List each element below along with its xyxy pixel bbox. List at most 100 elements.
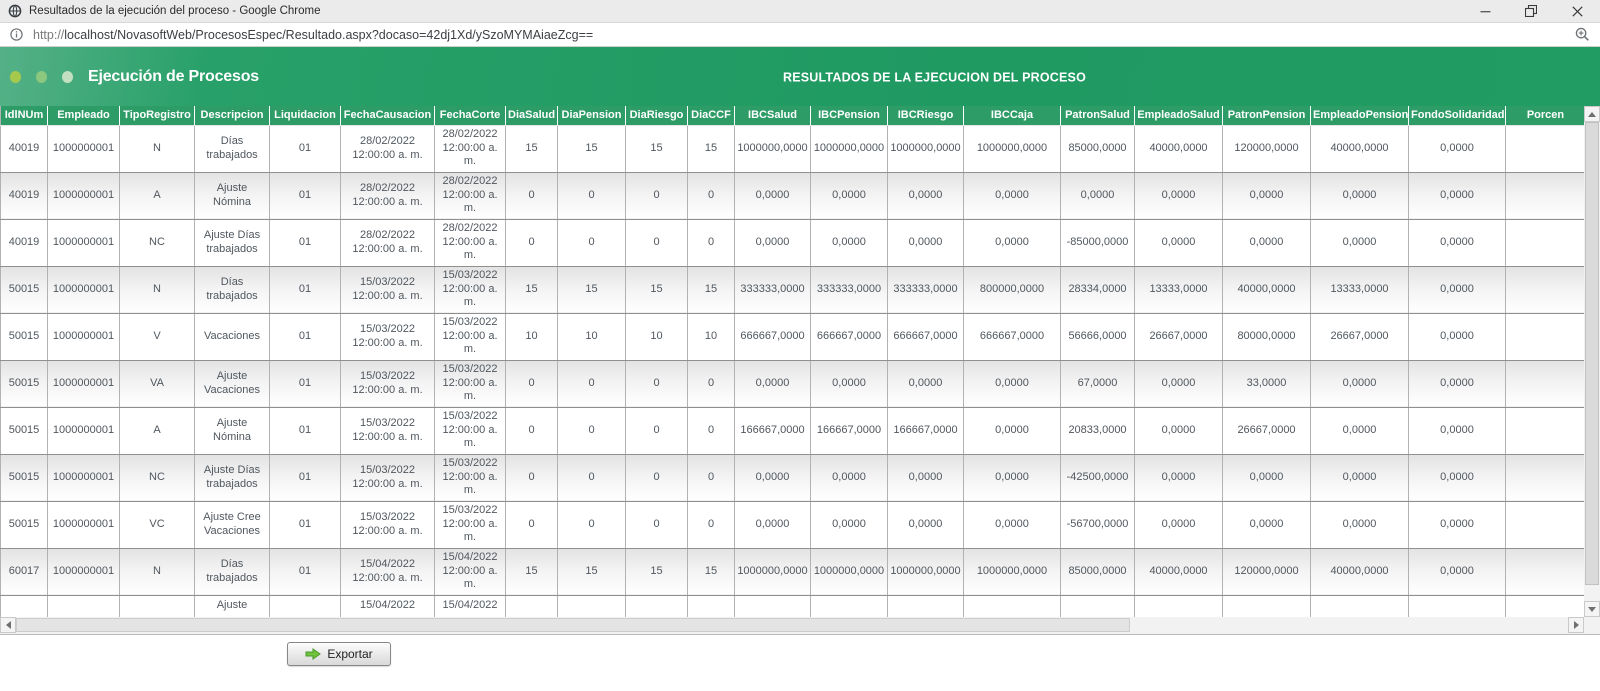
table-cell [1222,595,1311,617]
table-cell [119,595,195,617]
table-cell: 0,0000 [1408,407,1506,455]
table-cell: 40000,0000 [1310,125,1409,173]
table-cell [887,595,964,617]
table-cell: 0,0000 [1408,266,1506,314]
scroll-right-icon [1573,621,1579,629]
table-cell: 0,0000 [1134,172,1223,220]
column-header: PatronSalud [1060,106,1135,126]
horizontal-scrollbar[interactable] [0,617,1584,634]
table-cell: 0,0000 [810,501,888,549]
table-cell: 666667,0000 [810,313,888,361]
table-cell: 0,0000 [887,219,964,267]
table-cell: 15 [625,125,688,173]
table-cell: 0 [687,219,735,267]
table-cell: VA [119,360,195,408]
table-cell: 0,0000 [1134,407,1223,455]
url-text[interactable]: http://localhost/NovasoftWeb/ProcesosEsp… [33,28,593,42]
table-cell: 40019 [0,172,48,220]
table-cell: 15 [505,266,558,314]
results-table: IdlNUm Empleado TipoRegistro Descripcion Liq… [0,106,1584,617]
url-scheme: http:// [33,27,65,42]
table-cell: 0 [505,501,558,549]
table-cell: 0,0000 [734,172,811,220]
table-cell: 1000000,0000 [963,125,1061,173]
table-cell: 1000000001 [47,219,120,267]
table-cell: 0 [625,454,688,502]
vertical-scrollbar[interactable] [1584,106,1600,617]
table-cell: 15/03/2022 12:00:00 a. m. [434,407,506,455]
table-cell: 120000,0000 [1222,548,1311,596]
column-header: Liquidacion [269,106,341,126]
table-cell: 15/03/2022 12:00:00 a. m. [340,454,435,502]
table-cell: 10 [625,313,688,361]
table-cell: 01 [269,172,341,220]
table-row: 40019 1000000001 NC Ajuste Días trabajados 0… [0,219,1584,267]
table-cell: 28/02/2022 12:00:00 a. m. [340,125,435,173]
page-header: Ejecución de Procesos RESULTADOS DE LA E… [0,47,1600,106]
scroll-right-button[interactable] [1568,617,1584,633]
column-header: DiaCCF [687,106,735,126]
table-cell: 01 [269,360,341,408]
scroll-left-button[interactable] [0,617,16,633]
table-cell: N [119,548,195,596]
column-header: IdlNUm [0,106,48,126]
table-cell [1060,595,1135,617]
table-cell: 1000000001 [47,172,120,220]
table-cell: 0,0000 [1222,219,1311,267]
table-cell: 0,0000 [887,172,964,220]
minimize-button[interactable] [1462,0,1508,22]
table-cell: 1000000,0000 [963,548,1061,596]
table-cell [963,595,1061,617]
table-cell: 333333,0000 [734,266,811,314]
table-cell [1408,595,1506,617]
table-cell: 0 [505,219,558,267]
table-cell: A [119,407,195,455]
table-cell: 28/02/2022 12:00:00 a. m. [434,125,506,173]
scroll-up-button[interactable] [1584,106,1600,122]
table-cell: 0,0000 [1134,219,1223,267]
table-cell: Ajuste Días trabajados [194,454,270,502]
table-cell: 1000000,0000 [734,125,811,173]
table-cell: 0,0000 [1408,548,1506,596]
column-header: Descripcion [194,106,270,126]
table-cell: 50015 [0,454,48,502]
table-cell: 01 [269,125,341,173]
table-cell: 0 [687,501,735,549]
restore-button[interactable] [1508,0,1554,22]
table-cell: 0,0000 [810,454,888,502]
table-cell [557,595,626,617]
table-cell: 0,0000 [1408,360,1506,408]
table-cell: 0 [687,454,735,502]
export-button[interactable]: Exportar [287,642,391,666]
table-cell: 0,0000 [963,219,1061,267]
vertical-scrollbar-thumb[interactable] [1585,122,1599,585]
table-cell: 333333,0000 [810,266,888,314]
column-header: IBCCaja [963,106,1061,126]
table-cell: 15/03/2022 12:00:00 a. m. [434,454,506,502]
table-cell: 0 [687,172,735,220]
table-cell: 10 [687,313,735,361]
scroll-down-button[interactable] [1584,601,1600,617]
table-cell: 0 [625,501,688,549]
close-button[interactable] [1554,0,1600,22]
table-cell: 01 [269,407,341,455]
zoom-icon[interactable] [1575,27,1590,42]
table-cell [47,595,120,617]
table-cell: -56700,0000 [1060,501,1135,549]
table-cell: 0,0000 [1310,172,1409,220]
table-cell [1134,595,1223,617]
url-bar[interactable]: http://localhost/NovasoftWeb/ProcesosEsp… [0,23,1600,47]
table-cell: 0,0000 [887,360,964,408]
table-cell: 15/03/2022 12:00:00 a. m. [340,407,435,455]
table-cell [1505,454,1584,502]
table-cell: 1000000001 [47,407,120,455]
window-titlebar[interactable]: Resultados de la ejecución del proceso -… [0,0,1600,23]
info-icon[interactable] [10,28,23,41]
table-cell: Días trabajados [194,125,270,173]
table-cell: 0,0000 [810,172,888,220]
table-cell: 40000,0000 [1222,266,1311,314]
table-cell [1505,313,1584,361]
table-row: 50015 1000000001 N Días trabajados 01 15/03/2… [0,266,1584,314]
horizontal-scrollbar-thumb[interactable] [16,618,1130,632]
table-cell: 1000000001 [47,454,120,502]
